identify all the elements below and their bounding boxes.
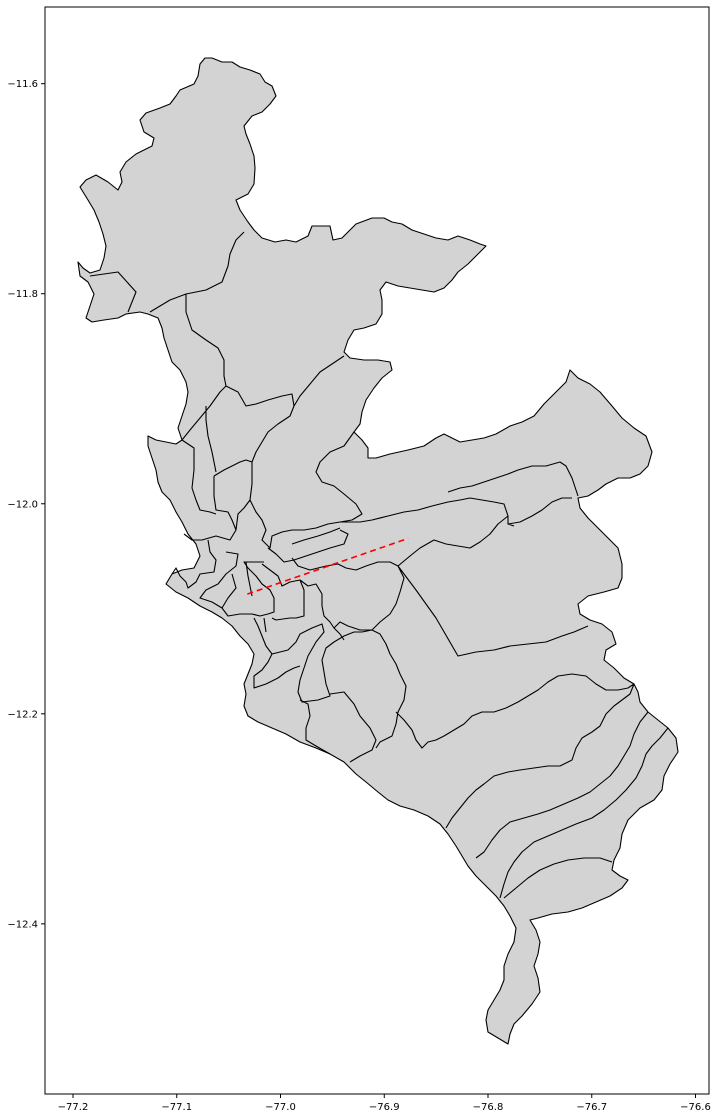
y-axis: −11.6 −11.8 −12.0 −12.2 −12.4 bbox=[7, 79, 45, 930]
y-tick-label: −11.8 bbox=[7, 289, 38, 300]
y-tick-label: −12.4 bbox=[7, 919, 38, 930]
x-tick-label: −76.6 bbox=[680, 1102, 711, 1113]
x-tick-label: −77.2 bbox=[58, 1102, 89, 1113]
lima-map bbox=[77, 57, 679, 1045]
x-tick-label: −76.7 bbox=[576, 1102, 607, 1113]
x-tick-label: −76.9 bbox=[369, 1102, 400, 1113]
y-tick-label: −12.0 bbox=[7, 499, 38, 510]
y-tick-label: −11.6 bbox=[7, 79, 38, 90]
x-tick-label: −77.1 bbox=[161, 1102, 192, 1113]
dashed-route-line bbox=[247, 537, 409, 595]
x-tick-label: −76.8 bbox=[473, 1102, 504, 1113]
x-axis: −77.2 −77.1 −77.0 −76.9 −76.8 −76.7 −76.6 bbox=[58, 1094, 711, 1113]
lima-outline bbox=[77, 57, 679, 1045]
x-tick-label: −77.0 bbox=[265, 1102, 296, 1113]
district-borders bbox=[89, 231, 669, 899]
y-tick-label: −12.2 bbox=[7, 709, 38, 720]
